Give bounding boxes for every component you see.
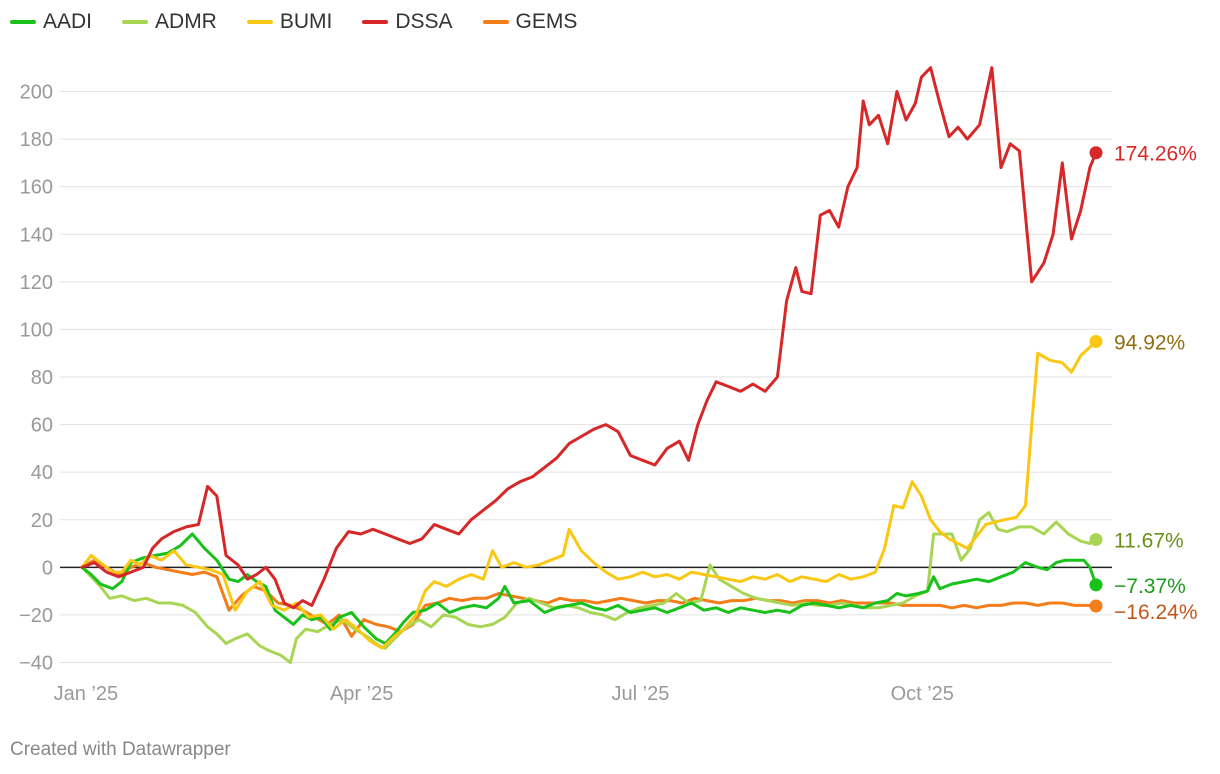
legend-item-admr: ADMR <box>122 10 217 34</box>
legend-label: AADI <box>43 10 93 33</box>
end-dot-dssa <box>1089 146 1103 160</box>
legend-label: BUMI <box>279 10 333 33</box>
legend-swatch <box>122 20 149 24</box>
end-label-bumi: 94.92% <box>1114 332 1185 355</box>
series-line-gems <box>80 558 1098 638</box>
end-label-admr: 11.67% <box>1114 530 1184 553</box>
end-label-layer: −7.37% 11.67% 94.92% 174.26% −16.24% <box>1089 143 1198 624</box>
y-tick-label: 0 <box>42 557 53 579</box>
end-dot-aadi <box>1089 578 1103 592</box>
series-line-aadi <box>80 532 1098 645</box>
grid-layer <box>60 91 1112 663</box>
legend-swatch <box>362 20 389 24</box>
y-tick-label: 160 <box>20 177 53 199</box>
legend-label: DSSA <box>395 10 453 33</box>
y-tick-label: 200 <box>20 82 53 104</box>
y-tick-label: 40 <box>31 462 53 484</box>
x-tick-label: Jul ’25 <box>612 683 670 705</box>
series-layer <box>80 66 1098 664</box>
y-tick-label: 120 <box>20 272 53 294</box>
x-tick-label: Jan ’25 <box>54 683 119 705</box>
series-line-dssa <box>80 66 1098 610</box>
y-tick-label: 80 <box>31 367 53 389</box>
y-tick-label: 20 <box>31 510 53 532</box>
y-tick-label: 140 <box>20 224 53 246</box>
chart-legend: AADI ADMR BUMI DSSA GEMS <box>10 10 577 34</box>
end-label-dssa: 174.26% <box>1114 143 1197 166</box>
end-dot-bumi <box>1089 335 1103 349</box>
x-tick-label: Apr ’25 <box>330 683 393 705</box>
end-label-aadi: −7.37% <box>1114 575 1186 598</box>
y-tick-label: 180 <box>20 129 53 151</box>
y-tick-label: −40 <box>19 653 53 675</box>
legend-item-bumi: BUMI <box>246 10 333 34</box>
y-tick-label: −20 <box>19 605 53 627</box>
legend-swatch <box>482 20 509 24</box>
legend-label: ADMR <box>155 10 217 33</box>
legend-item-gems: GEMS <box>482 10 578 34</box>
y-tick-label: 60 <box>31 415 53 437</box>
x-tick-label: Oct ’25 <box>891 683 954 705</box>
legend-item-dssa: DSSA <box>362 10 453 34</box>
footer-credit: Created with Datawrapper <box>10 739 231 760</box>
end-label-gems: −16.24% <box>1114 601 1198 624</box>
legend-swatch <box>246 20 273 24</box>
legend-item-aadi: AADI <box>10 10 92 34</box>
end-dot-gems <box>1089 599 1103 613</box>
end-dot-admr <box>1089 533 1103 547</box>
series-line-bumi <box>80 340 1098 650</box>
y-tick-label: 100 <box>20 319 53 341</box>
legend-swatch <box>10 20 36 24</box>
legend-label: GEMS <box>515 10 578 33</box>
